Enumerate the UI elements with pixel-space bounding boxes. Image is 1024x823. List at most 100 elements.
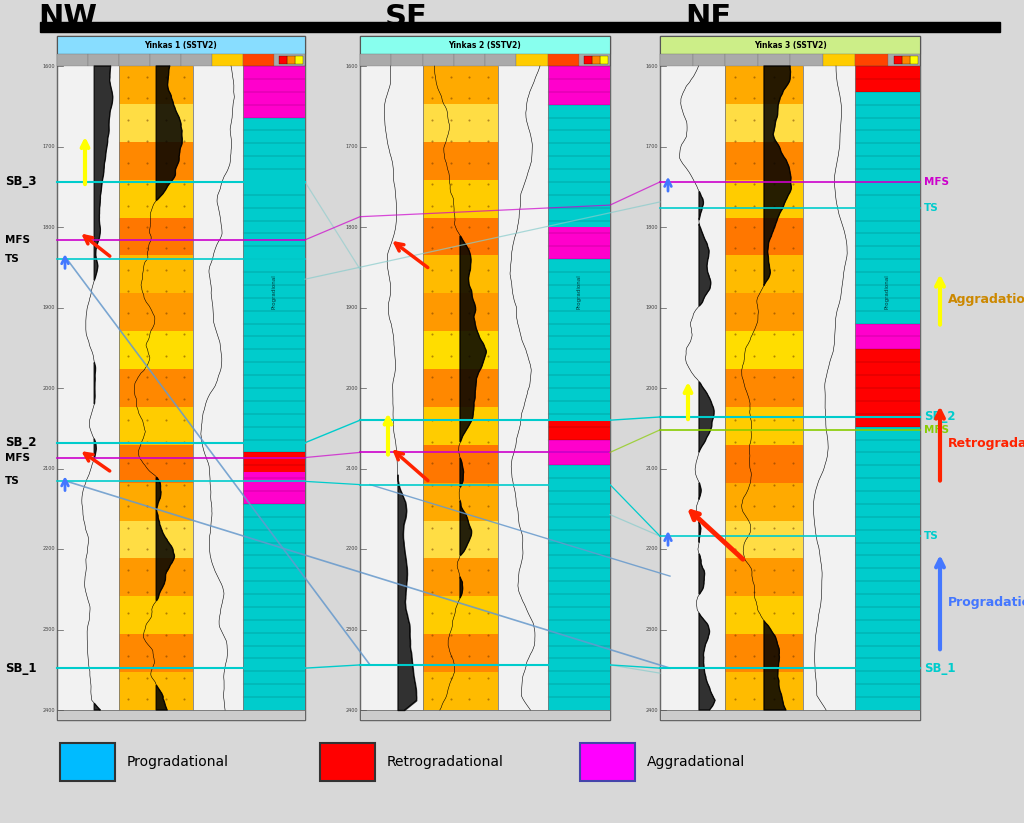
Text: Aggradational: Aggradational (647, 755, 745, 769)
Bar (423, 217, 498, 255)
Bar (725, 142, 803, 179)
Text: NW: NW (38, 3, 97, 32)
Bar (725, 521, 803, 559)
Text: MFS: MFS (924, 425, 949, 435)
Bar (360, 36, 610, 54)
Bar (119, 66, 194, 104)
Bar (319, 743, 375, 781)
Bar (391, 54, 423, 66)
Text: 1800: 1800 (43, 225, 55, 230)
Bar (580, 743, 635, 781)
Bar (57, 710, 305, 720)
Bar (423, 179, 498, 217)
Bar (360, 710, 610, 720)
Text: Progradational: Progradational (948, 596, 1024, 609)
Bar (119, 142, 194, 179)
Text: 2200: 2200 (43, 546, 55, 551)
Bar (660, 36, 920, 54)
Bar (822, 54, 855, 66)
Text: Yinkas 2 (SSTV2): Yinkas 2 (SSTV2) (449, 40, 521, 49)
Text: 1800: 1800 (645, 225, 658, 230)
Text: 1600: 1600 (645, 63, 658, 68)
Bar (725, 331, 803, 369)
Bar (423, 66, 498, 104)
Bar (60, 743, 115, 781)
Text: SB_2: SB_2 (5, 436, 37, 449)
Text: SE: SE (385, 3, 428, 32)
Text: 1600: 1600 (43, 63, 55, 68)
Bar (119, 331, 194, 369)
Bar (119, 597, 194, 635)
Bar (279, 56, 287, 64)
Bar (119, 255, 194, 293)
Bar (725, 217, 803, 255)
Text: SB_1: SB_1 (5, 662, 37, 675)
Text: Retrogradational: Retrogradational (948, 437, 1024, 450)
Bar (516, 54, 548, 66)
Text: MFS: MFS (5, 235, 30, 245)
Text: 2300: 2300 (43, 627, 55, 632)
Text: 2100: 2100 (345, 466, 358, 471)
Bar (725, 635, 803, 672)
Bar (725, 255, 803, 293)
Bar (725, 407, 803, 444)
Text: 1800: 1800 (345, 225, 358, 230)
Bar (485, 54, 516, 66)
Text: TS: TS (924, 531, 939, 541)
Bar (855, 349, 920, 426)
Bar (584, 56, 592, 64)
Bar (548, 54, 579, 66)
Bar (212, 54, 243, 66)
Text: TS: TS (924, 202, 939, 212)
Bar (423, 559, 498, 597)
Bar (548, 66, 610, 105)
Text: NE: NE (685, 3, 731, 32)
Bar (855, 54, 888, 66)
Bar (243, 54, 274, 66)
Text: Progradional: Progradional (271, 274, 276, 309)
Bar (423, 331, 498, 369)
Bar (855, 323, 920, 349)
Text: 1900: 1900 (346, 305, 358, 310)
Text: TS: TS (5, 254, 19, 264)
Bar (423, 407, 498, 444)
Bar (423, 597, 498, 635)
Text: 2400: 2400 (345, 708, 358, 713)
Text: Progradional: Progradional (577, 274, 582, 309)
Text: MFS: MFS (5, 453, 30, 463)
Bar (119, 104, 194, 142)
Bar (274, 54, 305, 66)
Bar (579, 54, 610, 66)
Text: Yinkas 3 (SSTV2): Yinkas 3 (SSTV2) (754, 40, 826, 49)
Bar (790, 54, 822, 66)
Text: 2200: 2200 (345, 546, 358, 551)
Text: SB_2: SB_2 (924, 411, 955, 424)
Bar (548, 105, 610, 227)
Text: 1700: 1700 (43, 144, 55, 149)
Bar (119, 217, 194, 255)
Bar (423, 255, 498, 293)
Bar (119, 635, 194, 672)
Bar (725, 293, 803, 331)
Bar (548, 421, 610, 439)
Text: 2000: 2000 (645, 385, 658, 390)
Bar (243, 66, 305, 118)
Bar (181, 54, 212, 66)
Bar (855, 426, 920, 710)
Bar (423, 104, 498, 142)
Text: Progradational: Progradational (127, 755, 229, 769)
Bar (423, 54, 454, 66)
Bar (360, 36, 610, 720)
Bar (287, 56, 295, 64)
Bar (855, 66, 920, 91)
Bar (548, 439, 610, 465)
Bar (40, 22, 1000, 32)
Text: MFS: MFS (924, 177, 949, 187)
Text: SB_1: SB_1 (924, 662, 955, 675)
Bar (119, 672, 194, 710)
Bar (423, 635, 498, 672)
Bar (660, 710, 920, 720)
Bar (725, 672, 803, 710)
Bar (119, 559, 194, 597)
Bar (119, 407, 194, 444)
